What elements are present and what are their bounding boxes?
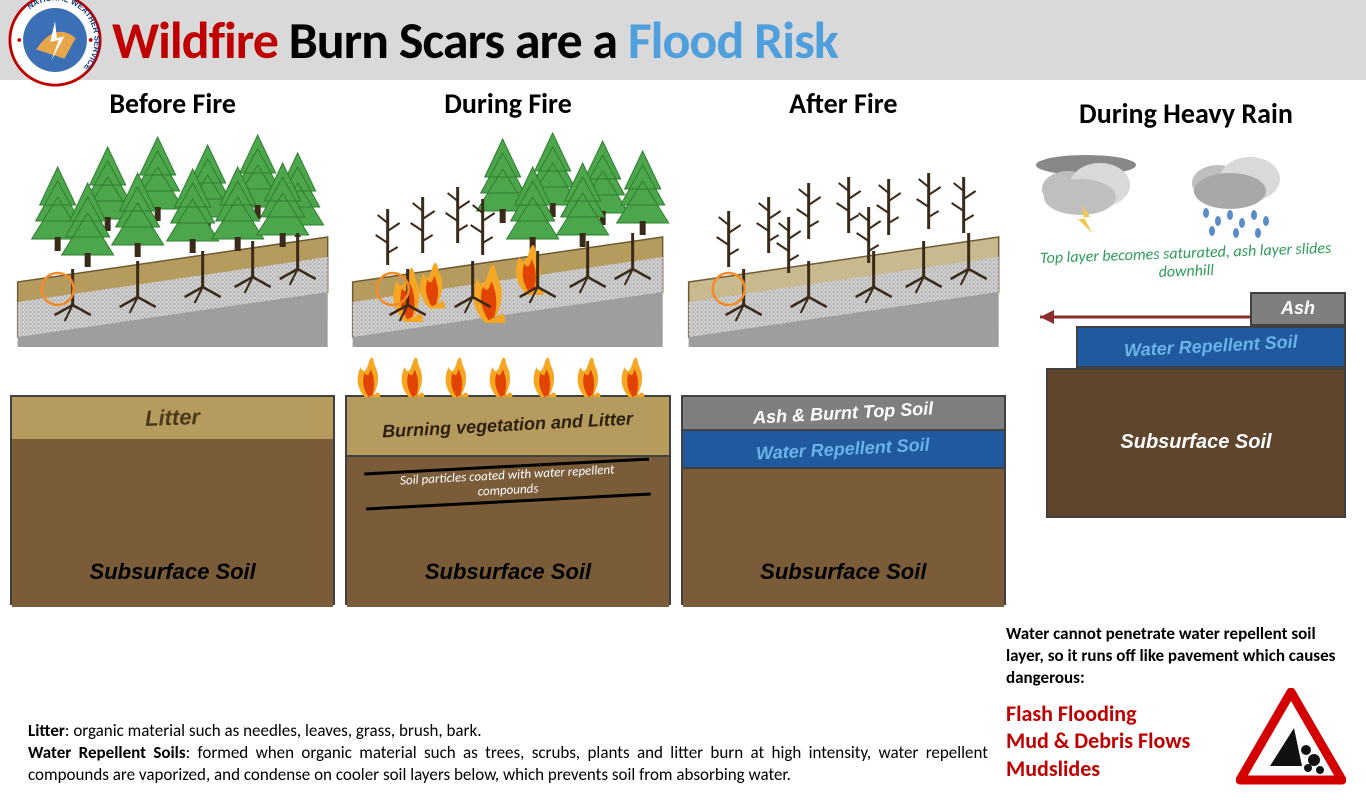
layer-subsurface: Subsurface Soil [12, 439, 333, 607]
panel-during-fire: During Fire [345, 86, 670, 605]
particle-note: Soil particles coated with water repelle… [365, 458, 652, 511]
soil-after: Ash & Burnt Top Soil Water Repellent Soi… [681, 395, 1006, 605]
panel-after-fire: After Fire Ash & Burnt Top Soil Water Re… [681, 86, 1006, 605]
forest-during [345, 127, 670, 347]
panels-row: Before Fire [0, 80, 1366, 605]
warning-block: Water cannot penetrate water repellent s… [1006, 623, 1346, 782]
rain-layer-wrs: Water Repellent Soil [1076, 326, 1346, 368]
panel-title: Before Fire [109, 86, 236, 121]
layer-litter: Litter [12, 397, 333, 439]
page-title: Wildfire Burn Scars are a Flood Risk [102, 8, 838, 72]
rain-clouds-icon [1016, 137, 1356, 247]
panel-title: During Fire [444, 86, 572, 121]
flames-on-soil [341, 355, 688, 401]
panel-heavy-rain: During Heavy Rain [1016, 86, 1356, 605]
panel-before-fire: Before Fire [10, 86, 335, 605]
rain-layer-subsurface: Subsurface Soil [1046, 368, 1346, 518]
layer-subsurface: Soil particles coated with water repelle… [347, 457, 668, 607]
warning-cause-text: Water cannot penetrate water repellent s… [1006, 623, 1346, 689]
nws-logo: NATIONAL WEATHER SERVICE [8, 0, 102, 87]
rain-layer-ash: Ash [1250, 292, 1346, 326]
panel-title: After Fire [789, 86, 897, 121]
definitions-block: Litter: organic material such as needles… [28, 720, 988, 786]
soil-before: Litter Subsurface Soil [10, 395, 335, 605]
layer-subsurface: Subsurface Soil [683, 469, 1004, 607]
panel-title: During Heavy Rain [1079, 96, 1293, 131]
soil-during: Burning vegetation and Litter Soil parti… [345, 395, 670, 605]
layer-burning: Burning vegetation and Litter [347, 397, 668, 457]
forest-after [681, 127, 1006, 347]
forest-before [10, 127, 335, 347]
header-bar: NATIONAL WEATHER SERVICE Wildfire Burn S… [0, 0, 1366, 80]
rain-soil-diagram: Ash Water Repellent Soil Subsurface Soil [1026, 290, 1346, 520]
hazard-sign-icon [1236, 688, 1346, 788]
layer-ash: Ash & Burnt Top Soil [683, 397, 1004, 431]
layer-water-repellent: Water Repellent Soil [683, 431, 1004, 469]
